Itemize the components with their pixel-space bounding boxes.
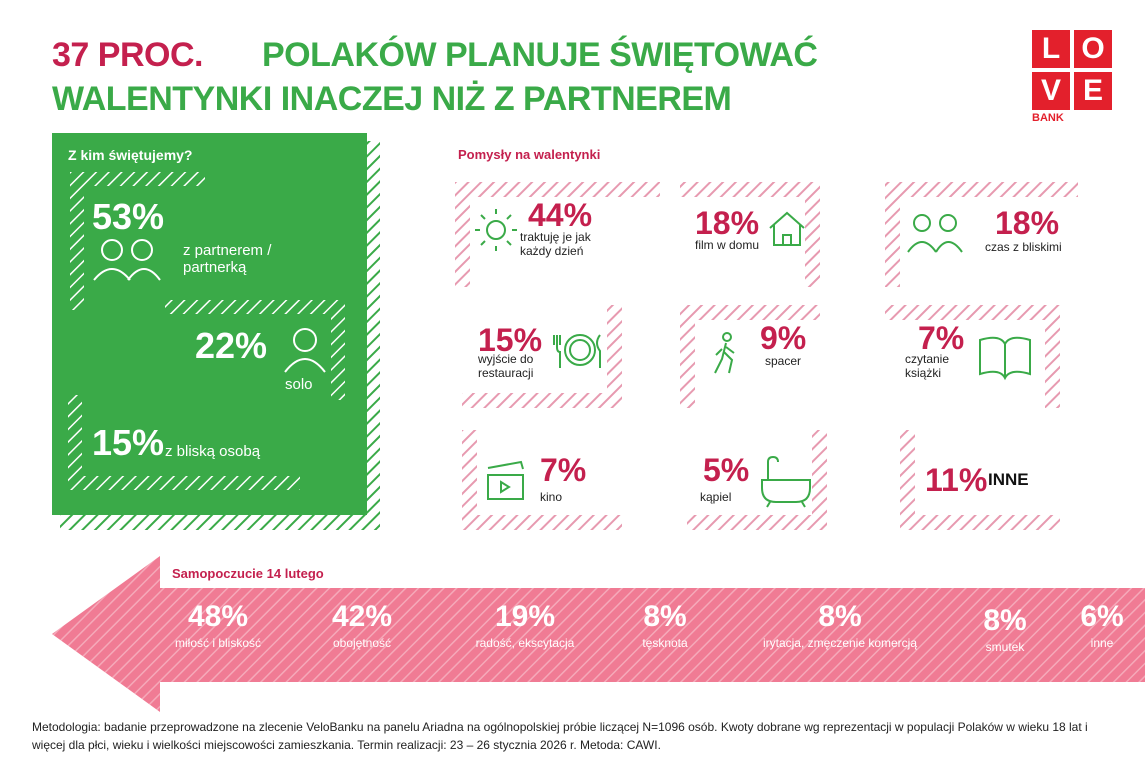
- title-line: WALENTYNKI INACZEJ NIŻ Z PARTNEREM: [52, 80, 732, 118]
- mood-value: 8%: [818, 600, 862, 633]
- idea-label: kino: [540, 490, 563, 504]
- mood-label: inne: [1090, 636, 1114, 650]
- idea-label: INNE: [988, 470, 1029, 489]
- idea-label: czytanie książki: [905, 352, 950, 380]
- who-label: z bliską osobą: [165, 443, 261, 460]
- idea-cards: [455, 182, 1078, 530]
- who-label: solo: [285, 376, 313, 393]
- idea-label: traktuję je jak każdy dzień: [520, 230, 591, 258]
- mood-label: radość, ekscytacja: [475, 636, 575, 650]
- title-highlight: 37 PROC.: [52, 36, 203, 74]
- title-line: POLAKÓW PLANUJE ŚWIĘTOWAĆ: [262, 36, 818, 74]
- ideas-title: Pomysły na walentynki: [458, 147, 601, 162]
- idea-value: 18%: [995, 205, 1060, 241]
- idea-value: 18%: [695, 205, 760, 241]
- who-value: 15%: [92, 422, 165, 463]
- mood-value: 8%: [983, 604, 1027, 637]
- logo-letter: L: [1041, 32, 1061, 65]
- mood-value: 8%: [643, 600, 687, 633]
- idea-label: film w domu: [695, 238, 760, 252]
- idea-value: 5%: [703, 452, 750, 488]
- methodology: Metodologia: badanie przeprowadzone na z…: [32, 720, 1088, 752]
- idea-icons: [475, 209, 1031, 508]
- who-label: z partnerem / partnerką: [183, 242, 272, 276]
- logo-letter: O: [1081, 32, 1105, 65]
- idea-value: 7%: [540, 452, 587, 488]
- who-value: 22%: [195, 325, 268, 366]
- logo-bank: BANK: [1032, 112, 1064, 124]
- mood-label: smutek: [985, 640, 1025, 654]
- logo-squares: [1032, 30, 1112, 110]
- white-frames: [68, 172, 345, 490]
- mood-value: 6%: [1080, 600, 1124, 633]
- idea-label: wyjście do restauracji: [478, 352, 534, 380]
- who-title: Z kim świętujemy?: [68, 147, 193, 163]
- green-panel: [52, 133, 367, 515]
- mood-title-tab: [160, 558, 400, 588]
- idea-label: kąpiel: [700, 490, 732, 504]
- logo-letter: V: [1040, 74, 1061, 107]
- who-icons: [93, 239, 326, 373]
- idea-value: 15%: [478, 322, 543, 358]
- idea-value: 9%: [760, 320, 807, 356]
- idea-label: czas z bliskimi: [985, 240, 1062, 254]
- mood-value: 48%: [187, 600, 249, 633]
- mood-label: irytacja, zmęczenie komercją: [762, 636, 918, 650]
- mood-label: obojętność: [332, 636, 392, 650]
- logo-letter: E: [1082, 74, 1103, 107]
- mood-title: Samopoczucie 14 lutego: [172, 566, 324, 581]
- mood-value: 19%: [494, 600, 556, 633]
- mood-arrow-hatch: [52, 556, 1145, 712]
- idea-label: spacer: [765, 354, 802, 368]
- mood-value: 42%: [331, 600, 393, 633]
- mood-label: miłość i bliskość: [174, 636, 261, 650]
- who-value: 53%: [92, 196, 165, 237]
- idea-value: 11%: [925, 462, 988, 498]
- idea-value: 44%: [528, 197, 593, 233]
- mood-label: tęsknota: [642, 636, 688, 650]
- idea-value: 7%: [918, 320, 965, 356]
